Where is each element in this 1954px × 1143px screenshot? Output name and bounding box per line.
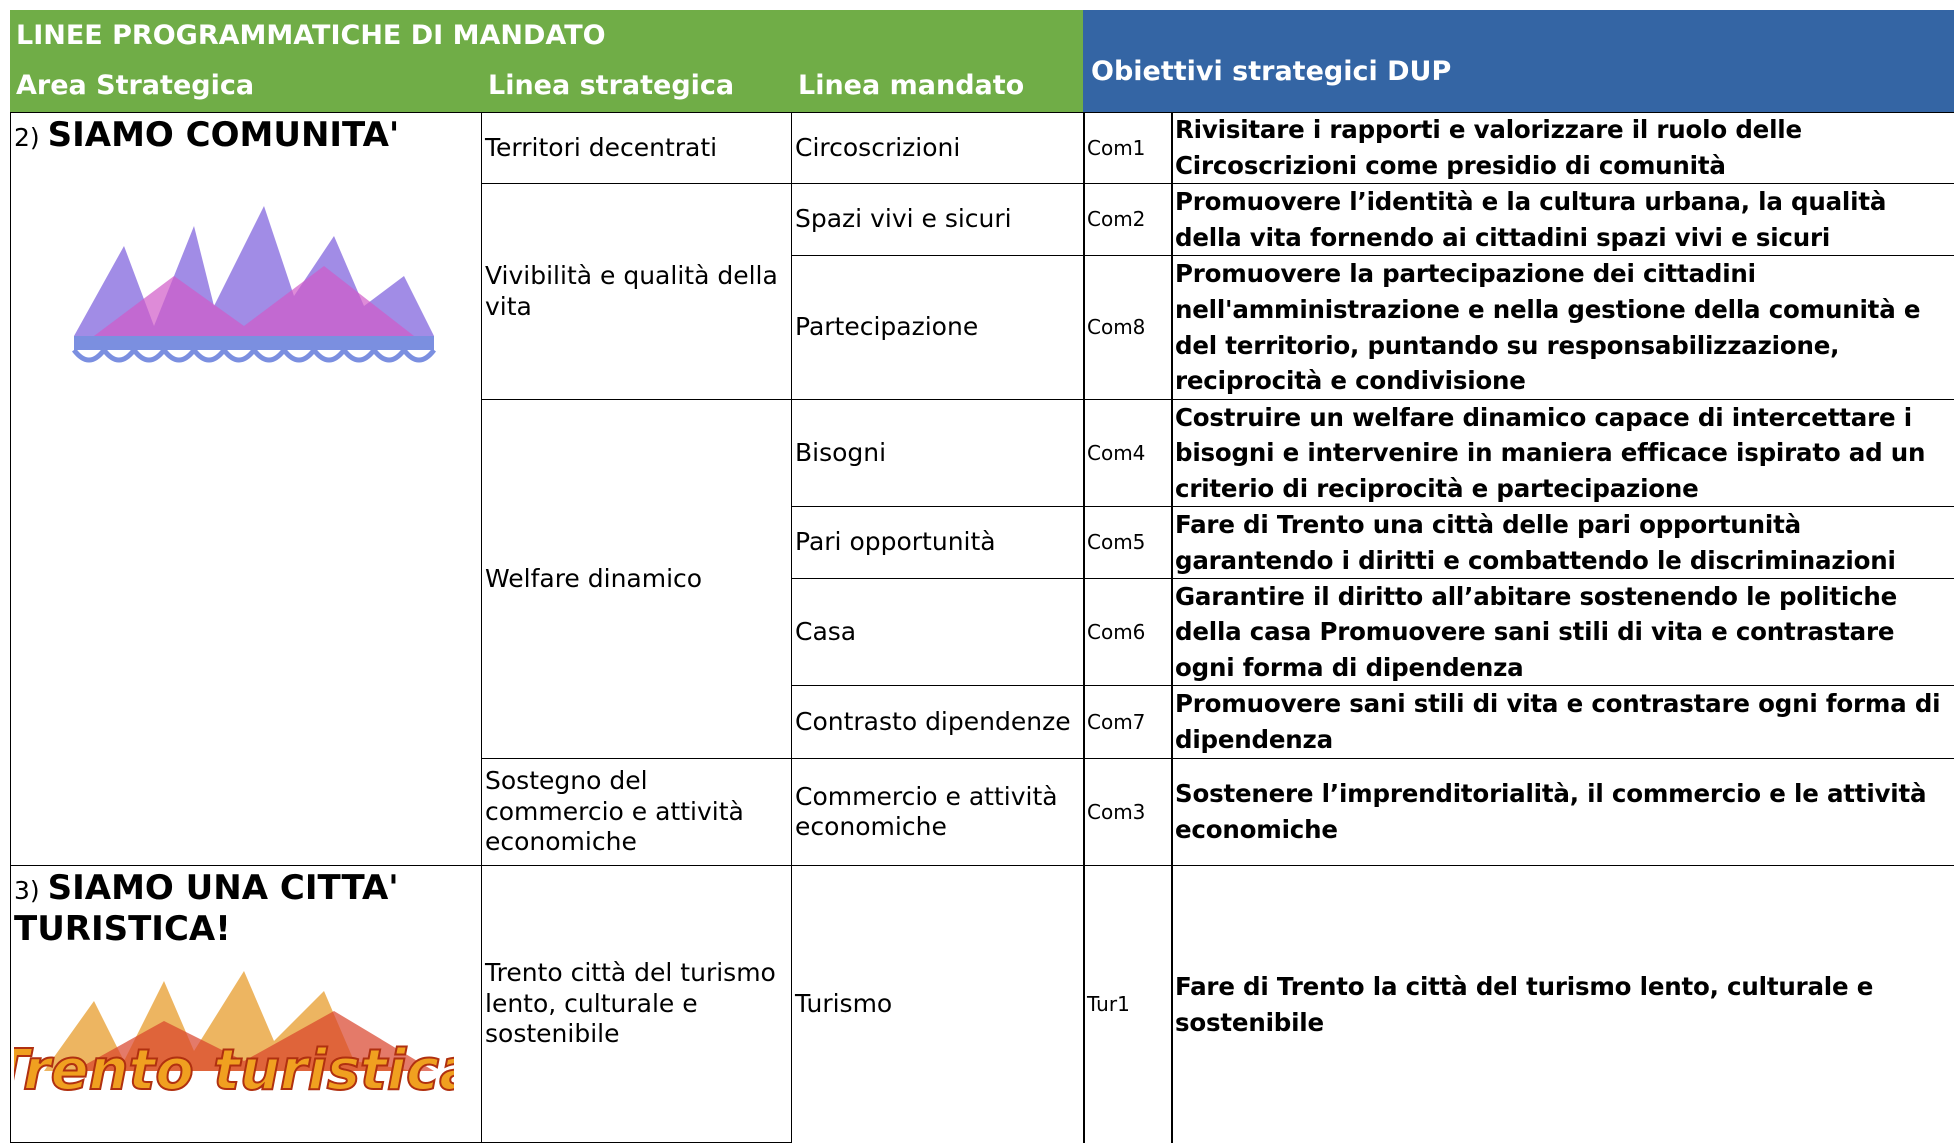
objective: Fare di Trento una città delle pari oppo… [1171, 506, 1954, 579]
code: Com2 [1083, 183, 1173, 256]
code: Com1 [1083, 112, 1173, 184]
objective: Promuovere la partecipazione dei cittadi… [1171, 255, 1954, 400]
header-green [10, 10, 1083, 112]
objective: Rivisitare i rapporti e valorizzare il r… [1171, 112, 1954, 184]
linea-strategica: Territori decentrati [481, 112, 792, 184]
area-cell: 2) SIAMO COMUNITA' [10, 112, 482, 866]
linea-mandato: Partecipazione [791, 255, 1085, 400]
linea-strategica: Sostegno del commercio e attività econom… [481, 758, 792, 866]
objective: Promuovere sani stili di vita e contrast… [1171, 685, 1954, 759]
linea-mandato: Casa [791, 578, 1085, 686]
area-name: SIAMO UNA CITTA' TURISTICA! [14, 868, 399, 950]
code: Tur1 [1083, 865, 1173, 1143]
col-header: Area Strategica [16, 70, 255, 101]
linea-mandato: Commercio e attività economiche [791, 758, 1085, 866]
linea-mandato: Contrasto dipendenze [791, 685, 1085, 759]
linea-strategica: Welfare dinamico [481, 399, 792, 759]
header-title: LINEE PROGRAMMATICHE DI MANDATO [16, 20, 606, 51]
linea-mandato: Pari opportunità [791, 506, 1085, 579]
area-name: SIAMO COMUNITA' [47, 115, 400, 155]
linea-strategica: Trento città del turismo lento, cultural… [481, 865, 792, 1143]
header-blue [1083, 10, 1954, 112]
objective: Sostenere l’imprenditorialità, il commer… [1171, 758, 1954, 866]
code: Com8 [1083, 255, 1173, 400]
objective: Garantire il diritto all’abitare sostene… [1171, 578, 1954, 686]
logo-text: Trento turistica [14, 1038, 454, 1103]
col-header: Obiettivi strategici DUP [1091, 56, 1452, 87]
code: Com5 [1083, 506, 1173, 579]
area-number: 2) [14, 123, 40, 152]
code: Com7 [1083, 685, 1173, 759]
linea-mandato: Bisogni [791, 399, 1085, 507]
linea-strategica: Vivibilità e qualità della vita [481, 183, 792, 400]
code: Com6 [1083, 578, 1173, 686]
area-number: 3) [14, 876, 40, 905]
logo: Trento turistica [14, 970, 454, 1104]
linea-mandato: Spazi vivi e sicuri [791, 183, 1085, 256]
logo [72, 206, 436, 363]
col-header: Linea mandato [798, 70, 1025, 101]
area-cell: 3) SIAMO UNA CITTA' TURISTICA! Trento tu… [10, 865, 482, 1143]
code: Com3 [1083, 758, 1173, 866]
col-header: Linea strategica [488, 70, 735, 101]
linea-mandato: Turismo [791, 865, 1085, 1143]
objective: Fare di Trento la città del turismo lent… [1171, 865, 1954, 1143]
objective: Promuovere l’identità e la cultura urban… [1171, 183, 1954, 256]
objective: Costruire un welfare dinamico capace di … [1171, 399, 1954, 507]
code: Com4 [1083, 399, 1173, 507]
linea-mandato: Circoscrizioni [791, 112, 1085, 184]
